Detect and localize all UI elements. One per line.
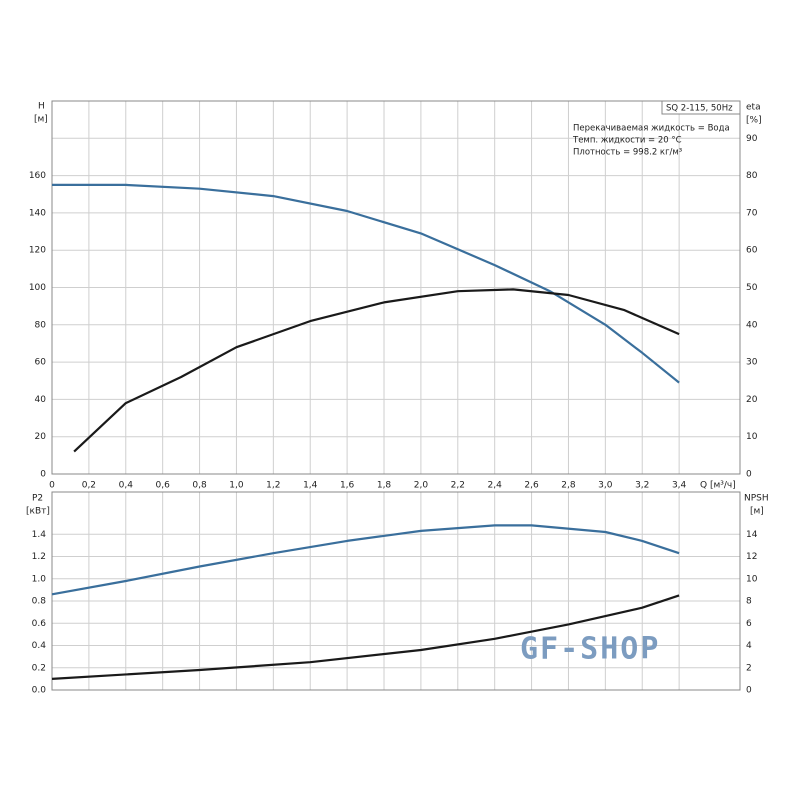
y-unit: [м] [34, 115, 48, 125]
y2-tick-label: 0 [746, 686, 752, 696]
curve [51, 524, 680, 596]
x-tick-label: 1,6 [340, 481, 355, 491]
x-tick-label: 1,0 [229, 481, 244, 491]
plot: 0 0,2 0,4 0,6 0,8 1,0 1,2 1,4 1,6 1,8 2,0 2,2 2,4 2,6… [29, 100, 758, 491]
y2-tick-label: 30 [746, 358, 758, 368]
y-tick-label: 0.4 [32, 641, 47, 651]
y2-unit: [м] [750, 507, 764, 517]
x-tick-label: 0,6 [156, 481, 171, 491]
watermark: GF-SHOP [520, 632, 660, 667]
y2-tick-label: 40 [746, 320, 758, 330]
x-tick-label: 3,4 [672, 481, 687, 491]
y2-tick-label: 14 [746, 530, 758, 540]
plot-frame [51, 100, 741, 475]
note: Перекачиваемая жидкость = Вода [573, 124, 730, 134]
x-tick-label: 1,8 [377, 481, 392, 491]
y-tick-label: 0.8 [32, 597, 47, 607]
x-tick-label: 1,2 [266, 481, 280, 491]
y-tick-label: 40 [35, 395, 47, 405]
note: Плотность = 998.2 кг/м³ [573, 148, 682, 158]
x-tick-label: 0 [49, 481, 55, 491]
y-tick-label: 1.2 [32, 552, 46, 562]
x-tick-label: 2,6 [524, 481, 539, 491]
x-tick-label: 0,2 [82, 481, 96, 491]
plot: 0.0 0.2 0.4 0.6 0.8 1.0 1.2 1.4 0 2 4 6 8 10 12 14 [32, 491, 758, 696]
y2-tick-label: 8 [746, 597, 752, 607]
y2-unit: [%] [746, 116, 762, 126]
y-tick-label: 100 [29, 283, 46, 293]
x-tick-label: 2,4 [488, 481, 503, 491]
y-tick-label: 0.2 [32, 663, 46, 673]
y-tick-label: 20 [35, 432, 47, 442]
x-tick-label: 0,4 [119, 481, 134, 491]
x-tick-label: 3,2 [635, 481, 649, 491]
y2-tick-label: 10 [746, 432, 758, 442]
y-tick-label: 120 [29, 246, 46, 256]
y2-label: NPSH [744, 494, 769, 504]
curve [52, 183, 680, 384]
y2-tick-label: 4 [746, 641, 752, 651]
pump-box [661, 100, 741, 115]
y-tick-label: 140 [29, 208, 46, 218]
y-tick-label: 0 [40, 470, 46, 480]
y-tick-label: 60 [35, 358, 47, 368]
y2-tick-label: 60 [746, 246, 758, 256]
y-unit: [кВт] [26, 507, 50, 517]
y-tick-label: 1.0 [32, 574, 47, 584]
y-label: P2 [32, 494, 43, 504]
y2-tick-label: 0 [746, 470, 752, 480]
y2-tick-label: 2 [746, 663, 752, 673]
y-tick-label: 0.6 [32, 619, 47, 629]
y-tick-label: 1.4 [32, 530, 47, 540]
plot-frame [51, 491, 741, 691]
x-tick-label: 3,0 [598, 481, 613, 491]
y2-tick-label: 6 [746, 619, 752, 629]
plots: 0 0,2 0,4 0,6 0,8 1,0 1,2 1,4 1,6 1,8 2,0 2,2 2,4 2,6… [29, 100, 758, 696]
y2-tick-label: 70 [746, 208, 758, 218]
x-tick-label: 2,0 [414, 481, 429, 491]
y2-label: eta [746, 103, 761, 113]
curve [51, 594, 680, 680]
pump-name: SQ 2-115, 50Hz [666, 104, 733, 114]
y-label: H [38, 102, 45, 112]
x-label: Q [м³/ч] [700, 481, 736, 491]
x-tick-label: 0,8 [192, 481, 207, 491]
y2-tick-label: 50 [746, 283, 758, 293]
y2-tick-label: 90 [746, 134, 758, 144]
y2-tick-label: 80 [746, 171, 758, 181]
curve [73, 288, 680, 453]
x-tick-label: 1,4 [303, 481, 318, 491]
note: Темп. жидкости = 20 °C [572, 136, 682, 146]
x-tick-label: 2,2 [451, 481, 465, 491]
y-tick-label: 160 [29, 171, 46, 181]
x-tick-label: 2,8 [561, 481, 576, 491]
y-tick-label: 80 [35, 320, 47, 330]
y-tick-label: 0.0 [32, 686, 47, 696]
y2-tick-label: 12 [746, 552, 757, 562]
y2-tick-label: 10 [746, 574, 758, 584]
y2-tick-label: 20 [746, 395, 758, 405]
